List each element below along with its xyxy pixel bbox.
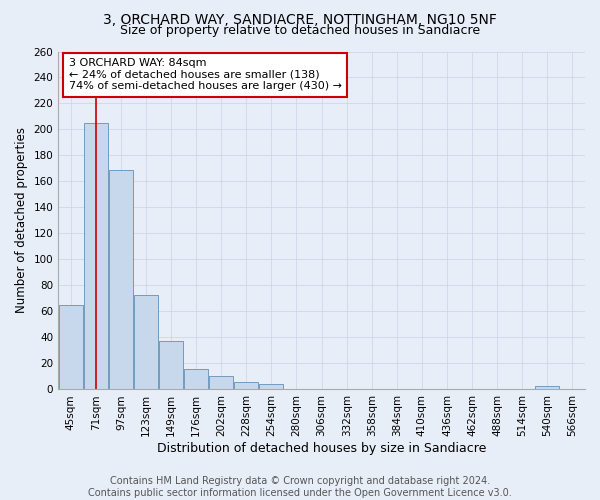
Bar: [109, 170, 133, 390]
Bar: [535, 386, 559, 390]
Bar: [209, 376, 233, 390]
Text: Contains HM Land Registry data © Crown copyright and database right 2024.
Contai: Contains HM Land Registry data © Crown c…: [88, 476, 512, 498]
Y-axis label: Number of detached properties: Number of detached properties: [15, 128, 28, 314]
Bar: [59, 305, 83, 390]
Bar: [159, 342, 183, 390]
Bar: [184, 368, 208, 390]
Bar: [235, 382, 258, 390]
Bar: [84, 123, 108, 390]
Bar: [259, 384, 283, 390]
Text: 3, ORCHARD WAY, SANDIACRE, NOTTINGHAM, NG10 5NF: 3, ORCHARD WAY, SANDIACRE, NOTTINGHAM, N…: [103, 12, 497, 26]
Text: 3 ORCHARD WAY: 84sqm
← 24% of detached houses are smaller (138)
74% of semi-deta: 3 ORCHARD WAY: 84sqm ← 24% of detached h…: [69, 58, 342, 92]
Bar: [134, 294, 158, 390]
X-axis label: Distribution of detached houses by size in Sandiacre: Distribution of detached houses by size …: [157, 442, 486, 455]
Text: Size of property relative to detached houses in Sandiacre: Size of property relative to detached ho…: [120, 24, 480, 37]
